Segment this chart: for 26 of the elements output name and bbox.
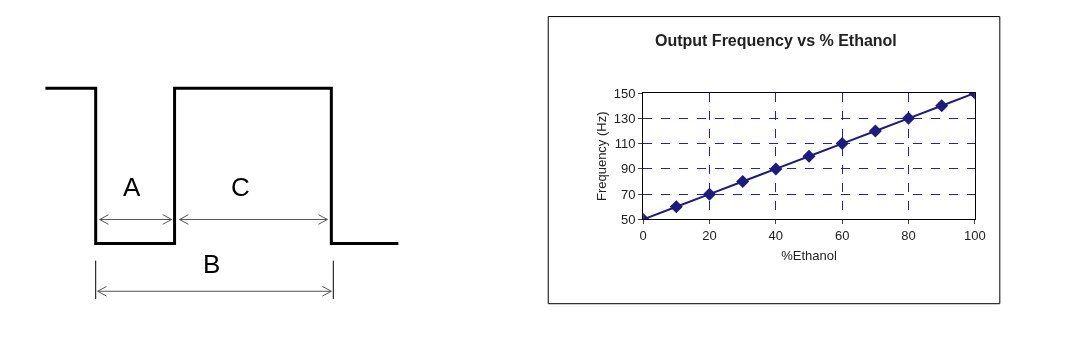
x-tick-label: 100 [964, 227, 986, 243]
y-tick-label: 110 [614, 136, 636, 152]
point [736, 175, 750, 189]
point [669, 200, 683, 214]
y-tick-label: 70 [621, 186, 636, 202]
text: B [203, 249, 221, 279]
y-tick-label: 130 [613, 110, 636, 126]
y-tick-label: 90 [621, 161, 636, 177]
point [835, 137, 849, 151]
point [802, 149, 816, 163]
point [703, 187, 717, 201]
y-tick-label: 150 [613, 85, 636, 101]
x-tick-label: 60 [834, 227, 850, 243]
x-tick-label: 20 [702, 227, 717, 243]
y-axis-title: Frequency (Hz) [593, 111, 609, 202]
point [902, 111, 916, 125]
y-tick-label: 50 [621, 211, 636, 227]
line-series [643, 93, 975, 220]
point [769, 162, 783, 176]
x-tick-label: 80 [901, 227, 916, 243]
x-axis-title: %Ethanol [781, 247, 837, 263]
x-tick-label: 40 [768, 227, 784, 243]
x-tick-label: 0 [639, 227, 647, 243]
point [868, 124, 882, 138]
chart-title: Output Frequency vs % Ethanol [655, 32, 897, 49]
point [935, 99, 949, 113]
